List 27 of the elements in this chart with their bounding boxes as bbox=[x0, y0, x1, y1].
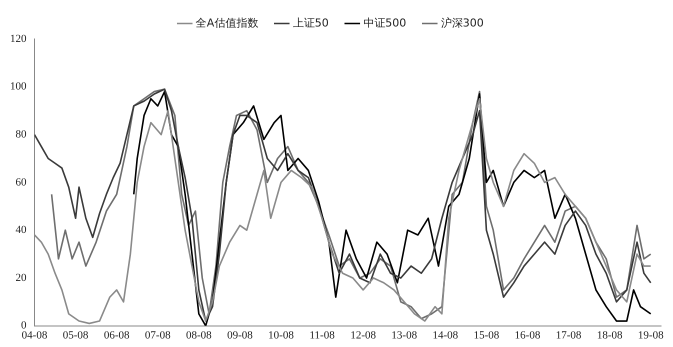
x-tick-label: 09-08 bbox=[227, 329, 254, 342]
legend-label: 中证500 bbox=[363, 16, 406, 30]
y-tick-label: 60 bbox=[16, 176, 27, 188]
x-tick-label: 05-08 bbox=[62, 329, 89, 342]
x-tick-label: 13-08 bbox=[391, 329, 418, 342]
x-tick-label: 06-08 bbox=[104, 329, 130, 342]
y-tick-label: 120 bbox=[10, 32, 27, 45]
x-tick-label: 08-08 bbox=[186, 329, 212, 342]
legend-label: 上证50 bbox=[292, 16, 329, 30]
x-tick-label: 15-08 bbox=[474, 329, 500, 342]
legend-label: 沪深300 bbox=[440, 16, 484, 30]
y-tick-label: 80 bbox=[16, 128, 27, 140]
y-tick-label: 100 bbox=[10, 80, 27, 93]
x-tick-label: 18-08 bbox=[596, 329, 623, 342]
y-tick-label: 0 bbox=[21, 320, 27, 332]
x-tick-label: 17-08 bbox=[556, 329, 582, 342]
y-tick-label: 40 bbox=[16, 224, 27, 236]
x-tick-label: 14-08 bbox=[432, 329, 459, 342]
x-tick-label: 19-08 bbox=[638, 329, 664, 342]
legend-label: 全A估值指数 bbox=[196, 16, 258, 30]
y-tick-label: 20 bbox=[16, 272, 27, 284]
x-tick-label: 10-08 bbox=[268, 329, 294, 342]
x-tick-label: 07-08 bbox=[144, 329, 172, 342]
x-tick-label: 04-08 bbox=[22, 329, 48, 342]
x-tick-label: 12-08 bbox=[350, 329, 376, 342]
x-tick-label: 16-08 bbox=[514, 329, 541, 342]
x-tick-label: 11-08 bbox=[309, 329, 336, 342]
